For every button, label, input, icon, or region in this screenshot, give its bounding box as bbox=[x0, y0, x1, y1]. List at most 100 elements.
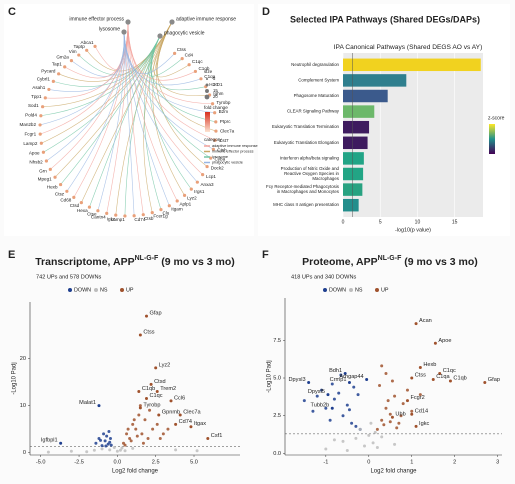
gene-label: Csf1 bbox=[211, 433, 223, 439]
point bbox=[362, 444, 366, 448]
size-key bbox=[204, 94, 210, 100]
point bbox=[337, 391, 341, 395]
gene-node bbox=[210, 102, 215, 106]
point bbox=[100, 447, 104, 451]
point bbox=[195, 449, 199, 453]
legend-title: size bbox=[204, 69, 213, 74]
y-tick-label: 0 bbox=[23, 450, 26, 456]
gene-label: Ctsb bbox=[144, 216, 154, 221]
gene-label: Ctsh bbox=[217, 147, 227, 152]
chart-subtitle: 418 UPs and 340 DOWNs bbox=[291, 274, 356, 280]
labeled-point bbox=[206, 437, 210, 441]
gene-label: Pycard bbox=[41, 69, 56, 74]
gene-label: Apoe bbox=[29, 151, 40, 156]
title-part: (9 mo vs 3 mo) bbox=[401, 256, 477, 268]
panel-letter: C bbox=[8, 6, 16, 18]
point bbox=[330, 382, 334, 386]
gene-label: Lamp2 bbox=[23, 141, 37, 146]
point bbox=[358, 427, 362, 431]
gene-label: Bdh1 bbox=[329, 368, 342, 374]
point bbox=[102, 432, 106, 436]
gene-label: Ctsd bbox=[70, 203, 80, 208]
point bbox=[128, 437, 132, 441]
gene-label: C1qa bbox=[204, 74, 215, 79]
gene-node bbox=[195, 180, 199, 184]
y-tick-label: Interferon alpha/beta signaling bbox=[280, 156, 340, 161]
gene-label: Cantn4 bbox=[91, 214, 106, 219]
point bbox=[131, 446, 135, 450]
title-part: NL-G-F bbox=[378, 255, 402, 262]
gene-node bbox=[199, 77, 203, 81]
labeled-point bbox=[138, 406, 142, 410]
labeled-point bbox=[155, 389, 159, 393]
network-edge bbox=[127, 21, 196, 81]
gene-label: Lcp1 bbox=[206, 174, 216, 179]
point bbox=[405, 388, 409, 392]
gene-label: Irgs1 bbox=[194, 189, 205, 194]
point bbox=[356, 393, 360, 397]
gene-label: H2-D1 bbox=[209, 82, 223, 87]
point bbox=[380, 364, 384, 368]
labeled-point bbox=[418, 365, 422, 369]
point bbox=[108, 440, 112, 444]
network-edge bbox=[123, 31, 170, 206]
bar bbox=[343, 136, 368, 150]
gene-label: Crmp1 bbox=[330, 377, 347, 383]
category-key-label: phagocytic vesicle bbox=[212, 161, 243, 165]
point bbox=[103, 439, 107, 443]
point bbox=[347, 408, 351, 412]
gene-label: Cd74 bbox=[179, 419, 192, 425]
gene-label: Vim bbox=[69, 49, 77, 54]
panel-letter: E bbox=[8, 249, 15, 261]
point bbox=[135, 434, 139, 438]
gene-node bbox=[214, 129, 218, 133]
legend-label: NS bbox=[100, 287, 108, 293]
point bbox=[320, 388, 324, 392]
gene-label: Ctss bbox=[415, 372, 426, 378]
bar bbox=[343, 74, 407, 87]
network-edge bbox=[60, 35, 161, 185]
labeled-point bbox=[189, 425, 193, 429]
y-tick-label: 20 bbox=[20, 356, 26, 362]
gene-node bbox=[175, 199, 179, 203]
y-tick-label: Neutrophil degranulation bbox=[291, 62, 339, 67]
point bbox=[174, 448, 178, 452]
point bbox=[384, 406, 388, 410]
network-edge bbox=[147, 35, 183, 77]
gene-label: Ubb bbox=[395, 412, 405, 418]
point bbox=[126, 427, 130, 431]
point bbox=[380, 418, 384, 422]
labeled-point bbox=[410, 376, 414, 380]
chart-subtitle: IPA Canonical Pathways (Shared DEGS AO v… bbox=[334, 44, 483, 51]
title-part: Proteome, APP bbox=[302, 256, 377, 268]
gene-node bbox=[132, 214, 136, 218]
hub-label: adaptive immune response bbox=[176, 16, 236, 22]
gene-node bbox=[38, 123, 42, 127]
gene-node bbox=[41, 105, 45, 109]
point bbox=[131, 422, 135, 426]
point bbox=[134, 427, 138, 431]
labeled-point bbox=[433, 341, 437, 345]
point bbox=[382, 423, 386, 427]
network-edge bbox=[150, 35, 206, 91]
size-key-label: 15 bbox=[213, 88, 218, 93]
gene-label: Acan bbox=[419, 318, 432, 324]
gene-label: Sod1 bbox=[28, 103, 39, 108]
gene-label: Ctss bbox=[177, 47, 187, 52]
bar bbox=[343, 152, 364, 165]
legend-marker bbox=[68, 288, 72, 292]
legend-marker bbox=[94, 288, 98, 292]
point bbox=[115, 449, 119, 453]
labeled-point bbox=[307, 381, 311, 385]
gene-label: Cd68 bbox=[60, 198, 71, 203]
legend-marker bbox=[323, 288, 327, 292]
point bbox=[384, 371, 388, 375]
gene-node bbox=[182, 193, 187, 198]
labeled-point bbox=[390, 415, 394, 419]
point bbox=[120, 446, 124, 450]
gene-label: Anxa3 bbox=[200, 182, 213, 187]
point bbox=[85, 450, 89, 454]
gene-label: Ctss bbox=[143, 329, 154, 335]
point bbox=[375, 445, 379, 449]
gene-node bbox=[41, 150, 46, 154]
